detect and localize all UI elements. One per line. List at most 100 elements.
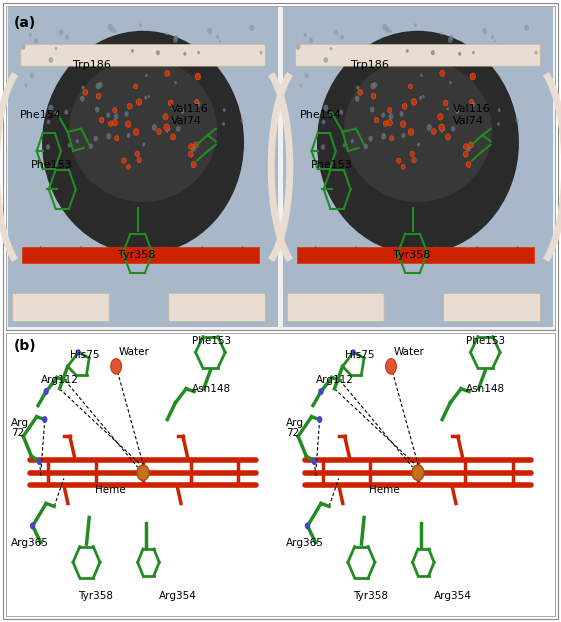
Ellipse shape (183, 52, 186, 56)
Text: Arg354: Arg354 (434, 591, 472, 601)
Ellipse shape (223, 108, 226, 112)
FancyBboxPatch shape (8, 7, 278, 327)
Ellipse shape (76, 350, 81, 355)
Ellipse shape (69, 58, 217, 202)
Ellipse shape (321, 119, 325, 124)
Ellipse shape (165, 70, 170, 77)
Ellipse shape (443, 100, 448, 106)
Ellipse shape (113, 108, 117, 113)
Ellipse shape (408, 129, 414, 136)
Ellipse shape (195, 73, 201, 80)
Text: Water: Water (394, 347, 425, 358)
Ellipse shape (58, 29, 63, 35)
Text: Trp186: Trp186 (73, 60, 111, 70)
Ellipse shape (324, 57, 328, 63)
Ellipse shape (427, 124, 432, 131)
Ellipse shape (299, 84, 302, 88)
Ellipse shape (385, 27, 390, 33)
Ellipse shape (406, 49, 409, 53)
Ellipse shape (317, 30, 519, 254)
Ellipse shape (535, 50, 537, 55)
Ellipse shape (260, 50, 263, 55)
Ellipse shape (148, 95, 150, 98)
Ellipse shape (402, 103, 407, 109)
Ellipse shape (126, 164, 130, 169)
Ellipse shape (191, 162, 196, 168)
Ellipse shape (219, 40, 222, 43)
Ellipse shape (168, 100, 173, 106)
Ellipse shape (188, 151, 193, 157)
Text: (a): (a) (14, 16, 36, 30)
Ellipse shape (305, 522, 310, 529)
Ellipse shape (401, 164, 405, 169)
Text: Tyr358: Tyr358 (393, 250, 430, 260)
Text: Phe153: Phe153 (31, 160, 72, 170)
Ellipse shape (107, 113, 111, 118)
Ellipse shape (388, 108, 392, 113)
Ellipse shape (466, 162, 471, 168)
Ellipse shape (106, 133, 111, 139)
Ellipse shape (114, 113, 118, 119)
Ellipse shape (95, 106, 99, 113)
Ellipse shape (397, 158, 401, 164)
Ellipse shape (197, 51, 200, 54)
Text: Tyr358: Tyr358 (118, 250, 155, 260)
Ellipse shape (364, 144, 368, 149)
Ellipse shape (468, 142, 473, 148)
Text: Phe153: Phe153 (191, 336, 231, 346)
Ellipse shape (491, 34, 494, 39)
FancyBboxPatch shape (13, 294, 109, 322)
Text: Heme: Heme (95, 485, 125, 494)
Ellipse shape (309, 38, 313, 43)
Ellipse shape (381, 133, 386, 139)
Text: Water: Water (119, 347, 150, 358)
Ellipse shape (164, 124, 169, 131)
FancyBboxPatch shape (296, 45, 540, 66)
Ellipse shape (65, 35, 69, 40)
Ellipse shape (216, 34, 219, 39)
Ellipse shape (525, 25, 529, 31)
Ellipse shape (323, 104, 328, 111)
Ellipse shape (241, 119, 243, 123)
Ellipse shape (68, 143, 71, 147)
Ellipse shape (145, 74, 148, 77)
Ellipse shape (111, 359, 122, 374)
Ellipse shape (445, 134, 450, 140)
Ellipse shape (311, 458, 317, 465)
FancyBboxPatch shape (21, 45, 265, 66)
Ellipse shape (340, 35, 344, 40)
FancyBboxPatch shape (297, 247, 534, 262)
Ellipse shape (47, 119, 50, 124)
Ellipse shape (449, 81, 452, 85)
Text: Phe153: Phe153 (311, 160, 353, 170)
Ellipse shape (80, 96, 85, 101)
Ellipse shape (318, 388, 324, 395)
Ellipse shape (329, 111, 332, 116)
Ellipse shape (440, 129, 443, 133)
Text: Arg365: Arg365 (286, 537, 324, 548)
Ellipse shape (112, 119, 117, 126)
Ellipse shape (317, 416, 323, 423)
Ellipse shape (24, 84, 27, 88)
Ellipse shape (250, 25, 254, 31)
FancyBboxPatch shape (6, 333, 555, 616)
Text: Arg
72: Arg 72 (286, 419, 304, 437)
Ellipse shape (165, 32, 168, 35)
Ellipse shape (127, 133, 131, 138)
Ellipse shape (134, 84, 137, 89)
Ellipse shape (29, 33, 32, 37)
Ellipse shape (370, 106, 374, 113)
Ellipse shape (471, 101, 475, 107)
Text: Val116
Val74: Val116 Val74 (453, 104, 491, 126)
Ellipse shape (165, 129, 168, 133)
Ellipse shape (355, 96, 360, 101)
FancyBboxPatch shape (444, 294, 540, 322)
Ellipse shape (156, 50, 160, 55)
Ellipse shape (144, 96, 147, 100)
Ellipse shape (389, 30, 392, 34)
Text: Val116
Val74: Val116 Val74 (171, 104, 209, 126)
Ellipse shape (463, 151, 468, 157)
Ellipse shape (131, 49, 134, 53)
Ellipse shape (463, 144, 468, 149)
Ellipse shape (369, 136, 373, 141)
